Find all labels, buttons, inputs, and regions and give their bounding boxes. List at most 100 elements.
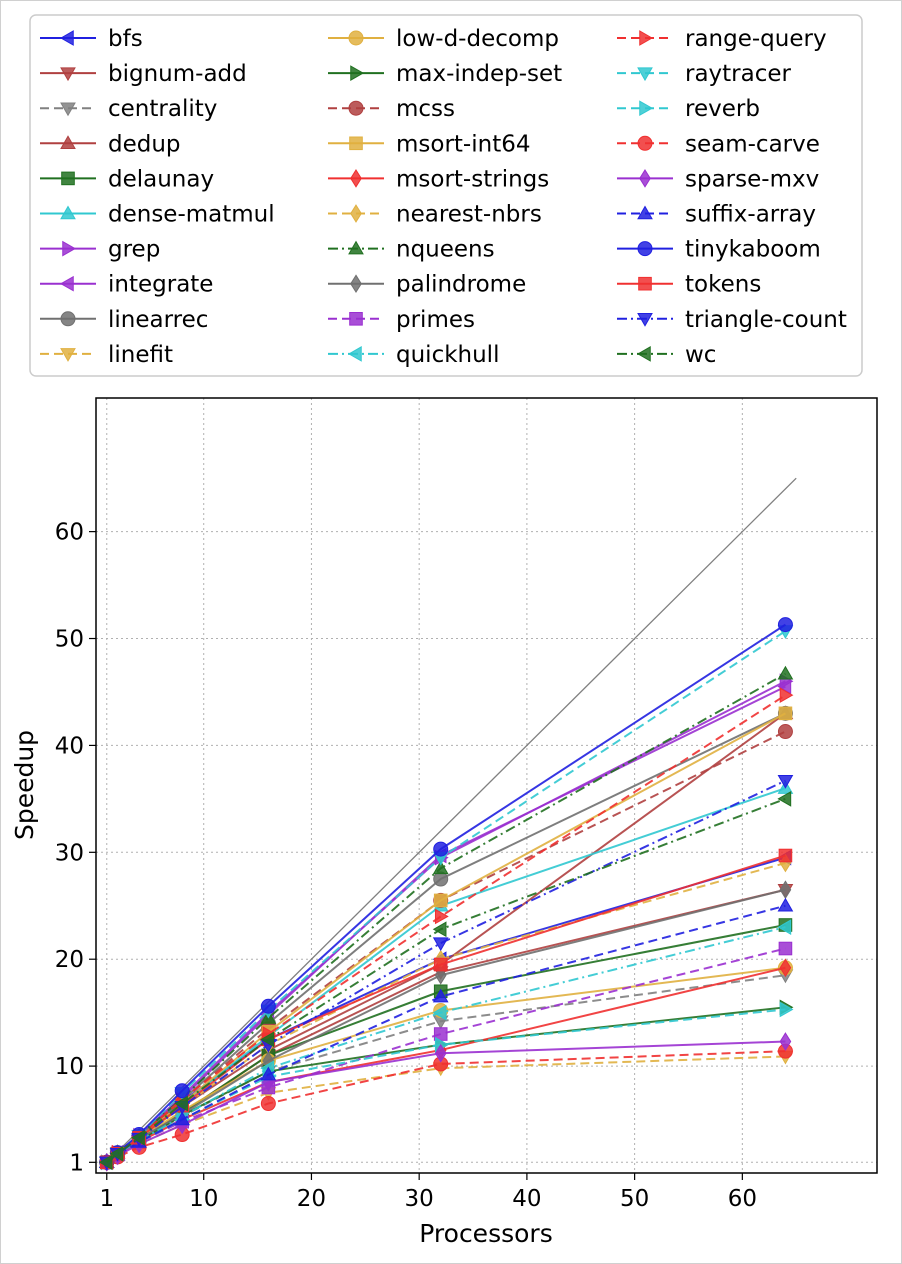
data-point bbox=[433, 893, 448, 908]
data-point bbox=[777, 665, 794, 680]
y-tick-label: 10 bbox=[55, 1054, 84, 1080]
data-point bbox=[434, 1043, 447, 1063]
legend-label: dedup bbox=[108, 131, 181, 157]
legend-entry-suffix-array: suffix-array bbox=[617, 202, 816, 228]
legend-label: linearrec bbox=[108, 307, 208, 333]
legend-label: bfs bbox=[108, 26, 143, 52]
data-point bbox=[433, 841, 449, 857]
legend-marker bbox=[639, 169, 651, 188]
legend-label: mcss bbox=[396, 96, 455, 122]
legend-marker bbox=[62, 240, 77, 257]
legend-marker bbox=[637, 135, 653, 151]
legend-label: sparse-mxv bbox=[685, 166, 819, 192]
legend-marker bbox=[349, 312, 363, 326]
data-point bbox=[779, 1001, 794, 1018]
x-axis-ticks: 1 10 20 30 40 50 60 bbox=[99, 1173, 757, 1212]
data-point bbox=[777, 617, 793, 633]
legend-marker bbox=[637, 205, 653, 220]
x-tick-label: 30 bbox=[405, 1186, 434, 1212]
legend-entry-delaunay: delaunay bbox=[40, 166, 214, 192]
legend-marker bbox=[59, 275, 74, 292]
legend-marker bbox=[60, 67, 76, 82]
series-wc bbox=[98, 791, 792, 1171]
legend-entry-tinykaboom: tinykaboom bbox=[617, 237, 821, 263]
data-point bbox=[98, 1154, 113, 1171]
legend-marker bbox=[61, 171, 75, 186]
y-tick-label: 40 bbox=[55, 733, 84, 759]
data-point bbox=[779, 1032, 792, 1051]
data-point bbox=[777, 724, 793, 740]
legend-marker bbox=[59, 30, 74, 46]
legend-label: nearest-nbrs bbox=[396, 202, 542, 228]
x-axis-label: Processors bbox=[419, 1219, 552, 1248]
data-point bbox=[777, 774, 794, 789]
legend-label: linefit bbox=[108, 342, 173, 368]
legend-label: low-d-decomp bbox=[396, 26, 559, 52]
legend-entry-low-d-decomp: low-d-decomp bbox=[328, 26, 559, 52]
x-tick-label: 40 bbox=[512, 1186, 541, 1212]
legend-marker bbox=[637, 313, 653, 327]
data-point bbox=[434, 908, 449, 925]
legend-entry-dense-matmul: dense-matmul bbox=[40, 202, 275, 228]
legend-marker bbox=[639, 30, 654, 46]
data-point bbox=[260, 1066, 277, 1081]
legend-entry-range-query: range-query bbox=[617, 26, 827, 52]
legend-entry-msort-strings: msort-strings bbox=[328, 166, 549, 192]
y-tick-label: 50 bbox=[55, 627, 84, 653]
data-point bbox=[432, 1004, 447, 1021]
legend-label: bignum-add bbox=[108, 61, 247, 87]
y-axis-label: Speedup bbox=[10, 730, 39, 840]
y-tick-label: 30 bbox=[55, 840, 84, 866]
data-point bbox=[109, 1145, 124, 1162]
data-point bbox=[777, 919, 792, 935]
legend-entry-dedup: dedup bbox=[40, 131, 181, 157]
data-point bbox=[777, 791, 792, 807]
legend-entry-mcss: mcss bbox=[328, 96, 455, 122]
legend-entry-palindrome: palindrome bbox=[328, 272, 526, 298]
data-point bbox=[260, 1096, 276, 1112]
legend-marker bbox=[350, 204, 362, 223]
legend-label: nqueens bbox=[396, 237, 495, 263]
legend-label: msort-strings bbox=[396, 166, 549, 192]
legend-marker bbox=[348, 100, 364, 116]
legend-entry-integrate: integrate bbox=[40, 272, 213, 298]
legend-box bbox=[29, 14, 863, 377]
legend-label: range-query bbox=[685, 26, 827, 52]
legend-label: palindrome bbox=[396, 272, 526, 298]
legend-label: centrality bbox=[108, 96, 217, 122]
data-point bbox=[779, 687, 794, 704]
legend-label: msort-int64 bbox=[396, 131, 531, 157]
legend-label: tinykaboom bbox=[685, 237, 821, 263]
legend-label: max-indep-set bbox=[396, 61, 562, 87]
data-point bbox=[432, 921, 447, 938]
data-point bbox=[432, 988, 449, 1003]
legend-label: suffix-array bbox=[685, 202, 816, 228]
legend-marker bbox=[350, 169, 362, 188]
x-tick-label: 20 bbox=[297, 1186, 326, 1212]
legend-marker bbox=[350, 65, 365, 81]
legend-label: primes bbox=[396, 307, 475, 333]
data-point bbox=[777, 897, 794, 912]
legend-label: seam-carve bbox=[685, 131, 820, 157]
data-point bbox=[260, 998, 276, 1014]
data-point bbox=[778, 941, 793, 956]
legend-label: wc bbox=[685, 342, 716, 368]
legend-entry-nearest-nbrs: nearest-nbrs bbox=[328, 202, 542, 228]
legend-label: reverb bbox=[685, 96, 760, 122]
legend-entry-triangle-count: triangle-count bbox=[617, 307, 847, 333]
legend-marker bbox=[638, 276, 652, 291]
legend-marker bbox=[60, 348, 76, 362]
x-tick-label: 10 bbox=[189, 1186, 218, 1212]
legend-entry-reverb: reverb bbox=[617, 96, 760, 122]
y-tick-label: 20 bbox=[55, 947, 84, 973]
y-axis-ticks: 1 10 20 30 40 50 60 bbox=[55, 520, 96, 1176]
legend-entry-bfs: bfs bbox=[40, 26, 143, 52]
data-point bbox=[778, 848, 793, 863]
legend-entry-primes: primes bbox=[328, 307, 475, 333]
legend-marker bbox=[348, 30, 364, 46]
data-point bbox=[779, 958, 792, 978]
legend-entry-wc: wc bbox=[617, 342, 716, 368]
data-point bbox=[433, 957, 448, 972]
legend-entry-quickhull: quickhull bbox=[328, 342, 499, 368]
ideal-speedup-line bbox=[106, 477, 797, 1163]
